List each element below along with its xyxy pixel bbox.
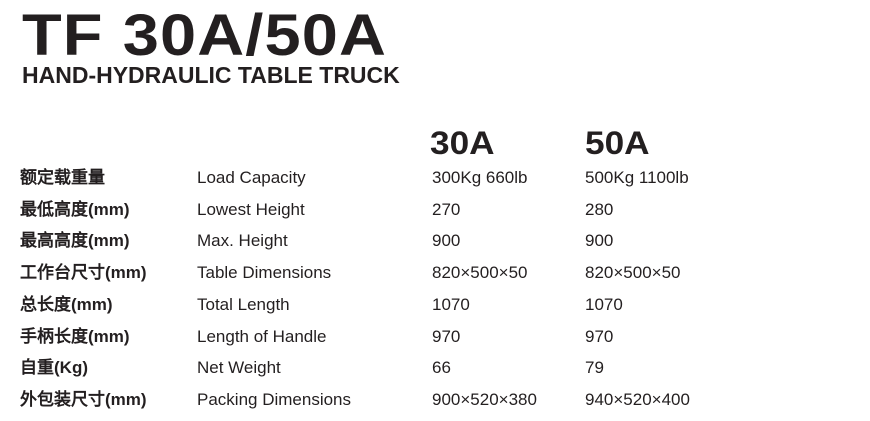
spec-label-en: Max. Height xyxy=(197,231,288,251)
value-50a: 500Kg 1100lb xyxy=(585,168,689,187)
column-header-50a: 50A xyxy=(585,125,650,161)
value-30a: 1070 xyxy=(432,294,470,314)
value-50a: 280 xyxy=(585,199,614,219)
table-row: 额定载重量 Load Capacity 300Kg 660lb 500Kg 1100l… xyxy=(0,163,870,193)
value-30a: 300Kg 660lb xyxy=(432,168,528,187)
value-50a: 940×520×400 xyxy=(585,389,690,409)
table-row: 自重(Kg) Net Weight 66 79 xyxy=(0,353,870,383)
spec-label-en: Lowest Height xyxy=(197,199,305,219)
table-row: 总长度(mm) Total Length 1070 1070 xyxy=(0,290,870,320)
value-50a: 900 xyxy=(585,231,614,251)
table-row: 最高高度(mm) Max. Height 900 900 xyxy=(0,226,870,256)
value-30a: 820×500×50 xyxy=(432,263,528,283)
table-row: 最低高度(mm) Lowest Height 270 280 xyxy=(0,195,870,225)
spec-label-cn: 总长度(mm) xyxy=(20,294,113,314)
spec-label-cn: 外包装尺寸(mm) xyxy=(20,389,147,409)
page-title: TF 30A/50A xyxy=(22,3,387,68)
table-row: 工作台尺寸(mm) Table Dimensions 820×500×50 820×5… xyxy=(0,258,870,288)
value-50a: 79 xyxy=(585,358,604,378)
spec-label-en: Length of Handle xyxy=(197,326,327,346)
table-row: 手柄长度(mm) Length of Handle 970 970 xyxy=(0,322,870,352)
page-subtitle: HAND-HYDRAULIC TABLE TRUCK xyxy=(22,62,400,88)
spec-label-cn: 自重(Kg) xyxy=(20,358,88,378)
column-header-30a: 30A xyxy=(430,125,495,161)
spec-label-cn: 手柄长度(mm) xyxy=(20,326,130,346)
table-row: 外包装尺寸(mm) Packing Dimensions 900×520×380 94… xyxy=(0,385,870,415)
spec-label-cn: 最高高度(mm) xyxy=(20,231,130,251)
spec-label-en: Net Weight xyxy=(197,358,281,378)
value-30a: 900×520×380 xyxy=(432,389,537,409)
value-30a: 270 xyxy=(432,199,461,219)
value-50a: 970 xyxy=(585,326,614,346)
value-30a: 900 xyxy=(432,231,461,251)
spec-label-cn: 工作台尺寸(mm) xyxy=(20,263,147,283)
value-30a: 66 xyxy=(432,358,451,378)
spec-label-en: Table Dimensions xyxy=(197,263,332,283)
spec-label-en: Total Length xyxy=(197,294,290,314)
value-50a: 1070 xyxy=(585,294,623,314)
spec-label-en: Packing Dimensions xyxy=(197,389,352,409)
value-50a: 820×500×50 xyxy=(585,263,681,283)
spec-label-cn: 额定载重量 xyxy=(20,168,105,187)
value-30a: 970 xyxy=(432,326,461,346)
spec-label-cn: 最低高度(mm) xyxy=(20,199,130,219)
spec-label-en: Load Capacity xyxy=(197,168,306,187)
